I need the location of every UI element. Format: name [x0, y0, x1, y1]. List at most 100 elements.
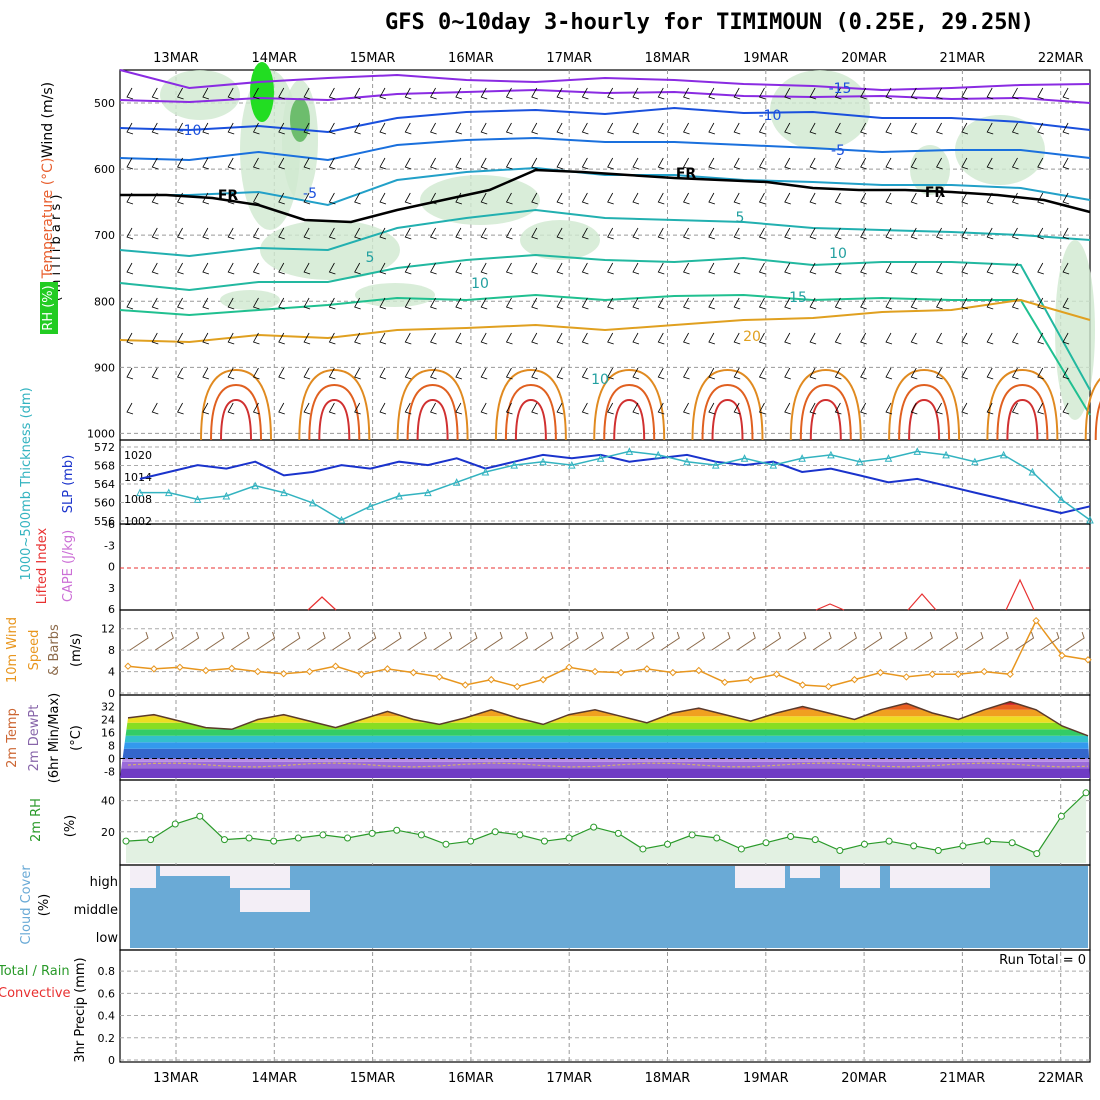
upper-wind-barb	[430, 402, 437, 415]
upper-wind-barb	[860, 332, 867, 345]
upper-wind-barb	[860, 297, 867, 310]
upper-wind-barb	[480, 227, 488, 240]
pressure-tick: 700	[94, 229, 115, 242]
surface-wind-barb	[458, 631, 478, 651]
wind-speed-marker	[954, 670, 962, 678]
surface-wind-barb	[914, 631, 933, 651]
upper-wind-barb	[936, 122, 943, 135]
temp-color-band	[120, 729, 1090, 736]
upper-wind-barb	[404, 87, 412, 100]
date-label-bottom: 17MAR	[546, 1071, 592, 1086]
upper-wind-barb	[607, 297, 614, 310]
wind-speed-marker	[305, 667, 314, 676]
upper-wind-barb	[607, 262, 614, 275]
precip-label-a: Total / Rain	[0, 964, 70, 979]
upper-wind-barb	[126, 262, 134, 275]
upper-wind-barb	[1062, 402, 1070, 415]
upper-wind-barb	[278, 297, 285, 310]
li-tick: 0	[108, 561, 115, 574]
isotherm-line	[119, 208, 1091, 258]
upper-wind-barb	[303, 367, 311, 380]
wind-axis-label: Wind (m/s)	[40, 82, 56, 158]
wind-speed-marker	[487, 675, 495, 684]
upper-wind-barb	[784, 227, 791, 240]
upper-wind-barb	[252, 192, 260, 205]
upper-wind-barb	[885, 297, 893, 310]
upper-wind-barb	[632, 262, 640, 275]
date-label-bottom: 21MAR	[940, 1071, 986, 1086]
upper-wind-barb	[455, 262, 463, 275]
upper-wind-barb	[733, 262, 741, 275]
upper-wind-barb	[657, 122, 665, 135]
li-tick: 3	[108, 582, 115, 595]
upper-wind-barb	[1062, 192, 1070, 205]
upper-wind-barb	[303, 192, 311, 205]
temp-tick: 0	[108, 753, 115, 766]
upper-wind-barb	[581, 87, 589, 100]
upper-wind-barb	[683, 227, 690, 240]
upper-wind-barb	[227, 297, 235, 310]
thickness-marker	[510, 461, 519, 469]
upper-wind-barb	[151, 367, 159, 380]
upper-wind-barb	[683, 122, 690, 135]
date-label-bottom: 13MAR	[153, 1071, 199, 1086]
upper-wind-barb	[657, 367, 665, 380]
upper-wind-barb	[202, 227, 210, 240]
cloud-level-label: low	[96, 931, 119, 946]
wind-speed-line	[127, 619, 1089, 688]
upper-wind-barb	[834, 157, 842, 170]
upper-wind-barb	[227, 367, 235, 380]
surface-wind-barb	[1040, 631, 1060, 651]
contour-label: -5	[303, 186, 317, 202]
upper-wind-barb	[354, 87, 361, 100]
cape-axis-label: CAPE (J/kg)	[61, 530, 76, 602]
rh-marker	[491, 828, 499, 836]
upper-wind-barb	[278, 402, 285, 415]
contour-label: 10	[829, 246, 847, 262]
upper-wind-barb	[1037, 87, 1044, 100]
upper-wind-barb	[1037, 262, 1044, 275]
upper-wind-barb	[632, 192, 640, 205]
rh-marker	[737, 845, 745, 853]
upper-wind-barb	[885, 262, 893, 275]
upper-wind-barb	[607, 227, 614, 240]
warm-contour	[799, 383, 852, 441]
upper-wind-barb	[1062, 262, 1070, 275]
precip-tick: 0	[108, 1054, 115, 1067]
thickness-marker	[539, 457, 547, 466]
upper-wind-barb	[278, 157, 285, 170]
upper-wind-barb	[278, 227, 285, 240]
upper-wind-barb	[632, 402, 640, 415]
upper-wind-barb	[1062, 227, 1070, 240]
upper-wind-barb	[177, 87, 184, 100]
precip-label-b: Convective	[0, 986, 71, 1001]
upper-wind-barb	[531, 367, 538, 380]
rh-marker	[713, 834, 721, 842]
upper-wind-barb	[177, 332, 184, 345]
upper-wind-barb	[379, 402, 387, 415]
upper-wind-barb	[151, 192, 159, 205]
thickness-marker	[654, 450, 662, 459]
upper-wind-barb	[430, 297, 437, 310]
upper-wind-barb	[556, 297, 564, 310]
upper-wind-barb	[328, 297, 336, 310]
upper-wind-barb	[758, 122, 766, 135]
upper-wind-barb	[480, 87, 488, 100]
upper-wind-barb	[480, 367, 488, 380]
temp-tick: 16	[101, 727, 115, 740]
rh-marker	[885, 837, 893, 845]
upper-wind-barb	[961, 227, 969, 240]
cloud-clear-patch	[240, 890, 310, 912]
surface-wind-barb	[736, 631, 756, 651]
rh-marker	[664, 840, 672, 848]
upper-wind-barb	[784, 262, 791, 275]
pressure-tick: 800	[94, 295, 115, 308]
wind10-label-c: & Barbs	[47, 624, 62, 676]
upper-wind-barb	[480, 122, 488, 135]
rh-marker	[171, 820, 179, 828]
wind-speed-marker	[331, 662, 340, 670]
upper-wind-barb	[455, 402, 463, 415]
thickness-tick: 568	[94, 460, 115, 473]
upper-wind-barb	[683, 402, 690, 415]
rh-shade	[1055, 240, 1095, 420]
